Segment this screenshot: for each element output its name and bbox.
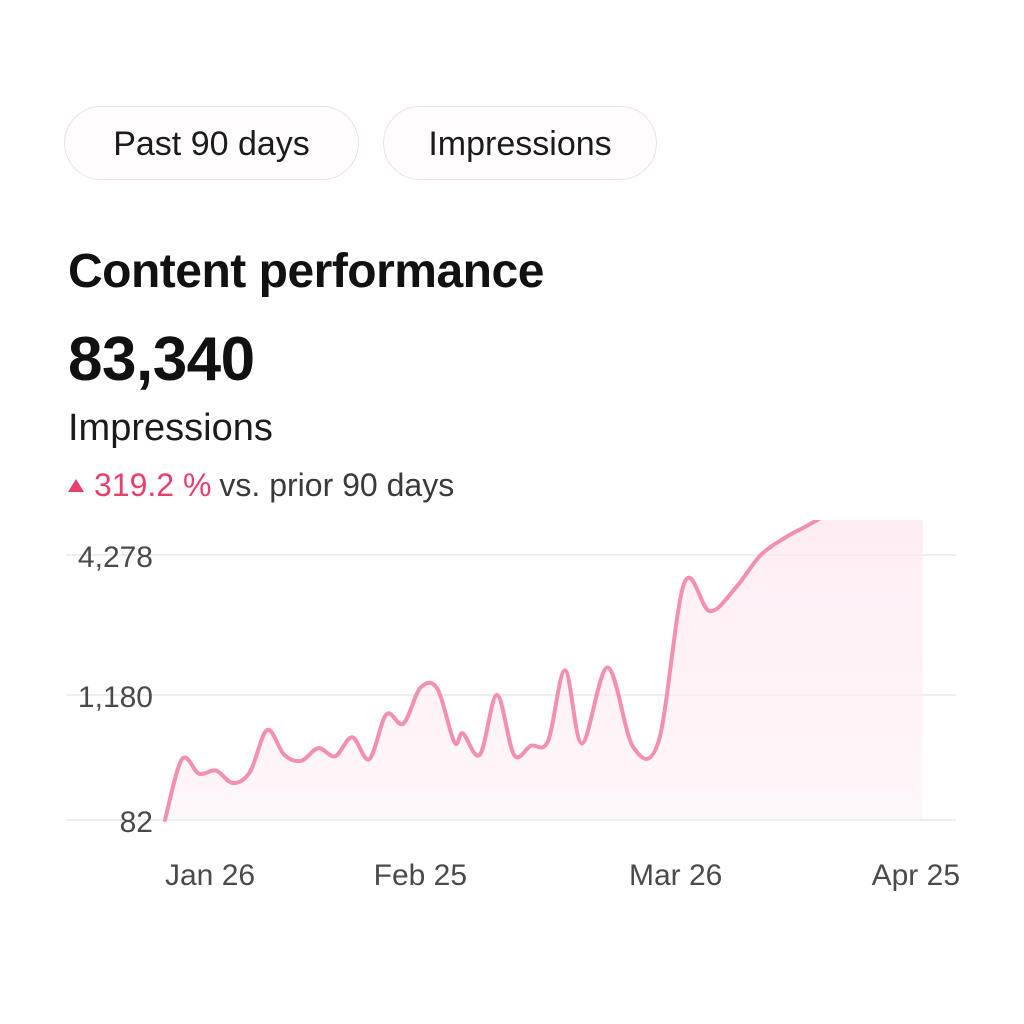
date-range-filter[interactable]: Past 90 days (64, 106, 359, 180)
y-tick-label: 4,278 (78, 541, 153, 574)
total-value: 83,340 (68, 325, 255, 394)
metric-filter[interactable]: Impressions (383, 106, 657, 180)
change-summary: 319.2 % vs. prior 90 days (68, 464, 454, 506)
x-tick-label: Mar 26 (629, 859, 722, 892)
page-title: Content performance (68, 245, 544, 298)
series-area (165, 520, 923, 820)
up-arrow-icon (68, 479, 84, 492)
x-tick-label: Feb 25 (374, 859, 467, 892)
y-tick-label: 1,180 (78, 681, 153, 714)
y-tick-label: 82 (120, 806, 153, 839)
change-value: 319.2 % (94, 467, 212, 503)
series-line (163, 520, 822, 822)
change-text: vs. prior 90 days (219, 467, 455, 503)
x-tick-label: Jan 26 (165, 859, 255, 892)
metric-label: Impressions (68, 407, 273, 449)
impressions-chart: 82 1,180 4,278 Jan 26 Feb 25 Mar 26 Apr 25 (66, 520, 960, 892)
x-tick-label: Apr 25 (872, 859, 960, 892)
